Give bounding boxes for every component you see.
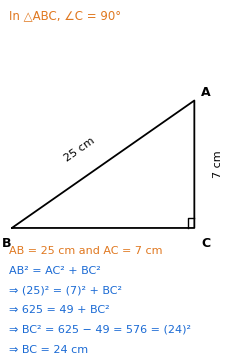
Text: B: B — [2, 237, 12, 250]
Text: 7 cm: 7 cm — [213, 150, 223, 178]
Text: A: A — [201, 86, 211, 99]
Text: In △ABC, ∠C = 90°: In △ABC, ∠C = 90° — [9, 9, 122, 22]
Text: C: C — [202, 237, 211, 250]
Text: ⇒ (25)² = (7)² + BC²: ⇒ (25)² = (7)² + BC² — [9, 285, 123, 295]
Text: ⇒ BC = 24 cm: ⇒ BC = 24 cm — [9, 345, 89, 355]
Text: ⇒ BC² = 625 − 49 = 576 = (24)²: ⇒ BC² = 625 − 49 = 576 = (24)² — [9, 325, 191, 335]
Text: AB = 25 cm and AC = 7 cm: AB = 25 cm and AC = 7 cm — [9, 246, 163, 256]
Text: AB² = AC² + BC²: AB² = AC² + BC² — [9, 266, 101, 276]
Text: 25 cm: 25 cm — [62, 136, 96, 164]
Text: ⇒ 625 = 49 + BC²: ⇒ 625 = 49 + BC² — [9, 305, 110, 315]
